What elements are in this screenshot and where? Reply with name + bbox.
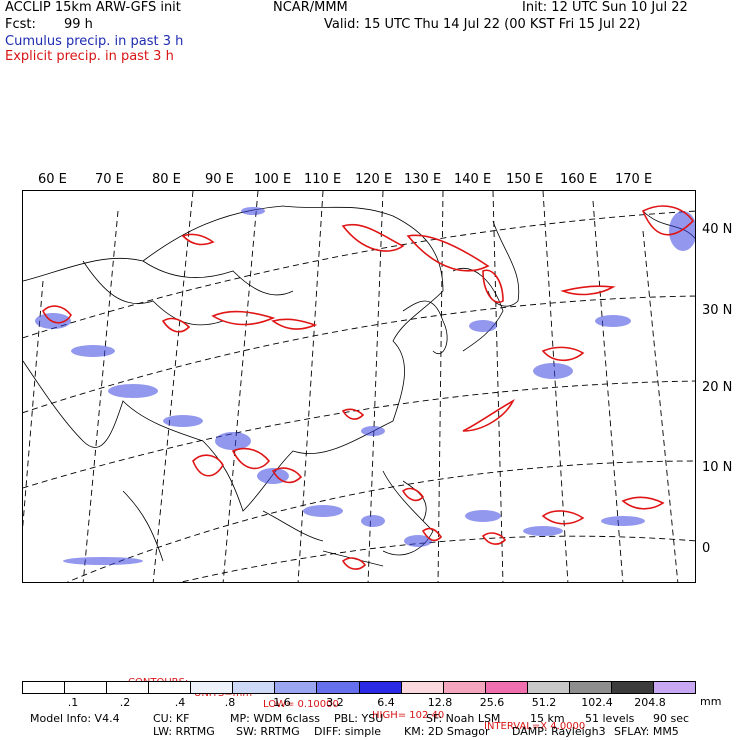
colorbar-tick: .1 bbox=[67, 696, 79, 709]
lon-label: 170 E bbox=[615, 172, 653, 187]
footer-diff: DIFF: simple bbox=[314, 725, 382, 738]
footer-sw: SW: RRTMG bbox=[236, 725, 300, 738]
graticule-meridians bbox=[23, 191, 679, 582]
center-label: NCAR/MMM bbox=[273, 0, 348, 15]
contours-low: LOW= 0.10000 bbox=[263, 699, 339, 710]
footer-model-info: Model Info: V4.4 bbox=[30, 712, 120, 725]
footer-sf: SF: Noah LSM bbox=[426, 712, 501, 725]
colorbar-tick: 6.4 bbox=[377, 696, 395, 709]
colorbar-swatch bbox=[191, 682, 234, 693]
colorbar bbox=[22, 681, 696, 694]
lat-label: 20 N bbox=[702, 380, 733, 395]
model-title: ACCLIP 15km ARW-GFS init bbox=[5, 0, 181, 15]
legend-cumulus: Cumulus precip. in past 3 h bbox=[5, 34, 184, 49]
colorbar-tick: .2 bbox=[119, 696, 131, 709]
colorbar-tick: 25.6 bbox=[479, 696, 505, 709]
colorbar-swatch bbox=[527, 682, 570, 693]
colorbar-tick: 12.8 bbox=[427, 696, 453, 709]
lon-label: 120 E bbox=[355, 172, 393, 187]
colorbar-swatch bbox=[653, 682, 695, 693]
colorbar-tick: 3.2 bbox=[326, 696, 344, 709]
legend-explicit: Explicit precip. in past 3 h bbox=[5, 49, 174, 64]
lat-label: 40 N bbox=[702, 222, 733, 237]
init-time: Init: 12 UTC Sun 10 Jul 22 bbox=[522, 0, 688, 15]
colorbar-tick: .4 bbox=[174, 696, 186, 709]
footer-dt: 90 sec bbox=[653, 712, 690, 725]
colorbar-swatch bbox=[149, 682, 192, 693]
footer-cu: CU: KF bbox=[153, 712, 190, 725]
lat-label: 10 N bbox=[702, 460, 733, 475]
lon-label: 140 E bbox=[454, 172, 492, 187]
valid-time: Valid: 15 UTC Thu 14 Jul 22 (00 KST Fri … bbox=[324, 17, 641, 32]
lat-label: 30 N bbox=[702, 303, 733, 318]
cumulus-precip bbox=[35, 207, 695, 565]
colorbar-swatch bbox=[359, 682, 402, 693]
footer-pbl: PBL: YSU bbox=[334, 712, 384, 725]
colorbar-tick: 102.4 bbox=[581, 696, 613, 709]
colorbar-swatch bbox=[611, 682, 654, 693]
colorbar-tick: 1.6 bbox=[273, 696, 291, 709]
colorbar-swatch bbox=[443, 682, 486, 693]
lon-label: 90 E bbox=[205, 172, 234, 187]
colorbar-tick: 51.2 bbox=[531, 696, 557, 709]
footer-lw: LW: RRTMG bbox=[153, 725, 215, 738]
explicit-precip bbox=[42, 205, 695, 570]
footer-levels: 51 levels bbox=[585, 712, 635, 725]
graticule-latitudes bbox=[23, 210, 695, 582]
fcst-label: Fcst: bbox=[5, 17, 36, 32]
map-canvas bbox=[23, 191, 695, 582]
lon-label: 70 E bbox=[95, 172, 124, 187]
footer-sflay: SFLAY: MM5 bbox=[614, 725, 679, 738]
colorbar-units: mm bbox=[700, 695, 722, 708]
lat-label: 0 bbox=[702, 541, 711, 556]
colorbar-swatch bbox=[233, 682, 276, 693]
footer-mp: MP: WDM 6class bbox=[230, 712, 320, 725]
footer-km: KM: 2D Smagor bbox=[404, 725, 490, 738]
lon-label: 80 E bbox=[152, 172, 181, 187]
lon-label: 150 E bbox=[506, 172, 544, 187]
colorbar-swatch bbox=[65, 682, 108, 693]
colorbar-swatch bbox=[275, 682, 318, 693]
precip-map bbox=[22, 190, 696, 583]
fcst-value: 99 h bbox=[64, 17, 93, 32]
lon-label: 100 E bbox=[254, 172, 292, 187]
colorbar-swatch bbox=[107, 682, 150, 693]
colorbar-swatch bbox=[569, 682, 612, 693]
contours-high: HIGH= 102.40 bbox=[372, 710, 445, 721]
colorbar-swatch bbox=[401, 682, 444, 693]
colorbar-tick: .8 bbox=[224, 696, 236, 709]
lon-label: 60 E bbox=[38, 172, 67, 187]
colorbar-tick: 204.8 bbox=[634, 696, 666, 709]
lon-label: 110 E bbox=[304, 172, 342, 187]
footer-res: 15 km bbox=[530, 712, 565, 725]
contours-interval: INTERVAL=X 4.0000 bbox=[484, 721, 586, 732]
lon-label: 160 E bbox=[560, 172, 598, 187]
colorbar-swatch bbox=[317, 682, 360, 693]
lon-label: 130 E bbox=[404, 172, 442, 187]
colorbar-swatch bbox=[23, 682, 66, 693]
colorbar-swatch bbox=[485, 682, 528, 693]
footer-damp: DAMP: Rayleigh3 bbox=[512, 725, 606, 738]
